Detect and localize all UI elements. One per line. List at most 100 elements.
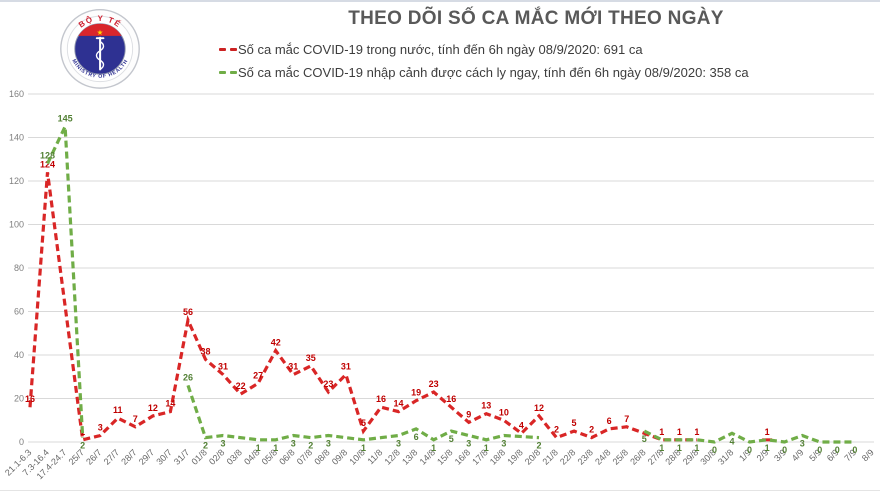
data-label: 6 [607,416,612,426]
data-label: 2 [536,441,541,451]
y-tick-label: 80 [14,263,24,273]
data-label: 2 [203,441,208,451]
y-tick-label: 100 [9,220,24,230]
x-tick-label: 19/8 [505,447,524,466]
data-label: 7 [624,414,629,424]
x-tick-label: 31/8 [716,447,735,466]
data-label: 3 [221,438,226,448]
x-tick-label: 09/8 [330,447,349,466]
y-tick-label: 40 [14,350,24,360]
y-tick-label: 0 [19,437,24,447]
x-tick-label: 12/8 [382,447,401,466]
data-label: 7 [133,414,138,424]
data-label: 1 [765,427,770,437]
x-tick-label: 15/8 [435,447,454,466]
data-label: 4 [519,420,524,430]
x-tick-label: 4/9 [790,447,806,463]
x-tick-label: 18/8 [488,447,507,466]
data-label: 56 [183,307,193,317]
data-label: 1 [677,427,682,437]
legend-label-imported: Số ca mắc COVID-19 nhập cảnh được cách l… [238,65,749,80]
data-label: 1 [694,443,699,453]
imported-cases-line [46,125,855,444]
data-label: 9 [466,409,471,419]
data-label: 0 [747,445,752,455]
legend-item-imported-cases: Số ca mắc COVID-19 nhập cảnh được cách l… [219,61,749,84]
chart-title: THEO DÕI SỐ CA MẮC MỚI THEO NGÀY [348,8,724,29]
data-label: 1 [659,427,664,437]
data-label: 16 [25,394,35,404]
data-label: 5 [642,434,647,444]
data-label: 16 [376,394,386,404]
y-tick-label: 120 [9,176,24,186]
data-label: 5 [361,418,366,428]
x-tick-label: 30/7 [154,447,173,466]
legend-dash-icon [230,48,237,51]
data-label: 3 [466,438,471,448]
data-label: 5 [572,418,577,428]
legend-dash-icon [230,71,237,74]
data-label: 5 [449,434,454,444]
data-label: 3 [396,438,401,448]
data-label: 1 [273,443,278,453]
gridlines [28,93,874,443]
caduceus-icon [95,36,105,71]
data-label: 0 [852,445,857,455]
data-label: 12 [148,403,158,413]
data-label: 31 [218,362,228,372]
data-label: 6 [414,432,419,442]
data-label: 3 [291,438,296,448]
data-label: 1 [659,443,664,453]
data-label: 16 [446,394,456,404]
x-tick-label: 16/8 [453,447,472,466]
x-tick-label: 24/8 [593,447,612,466]
x-tick-label: 22/8 [558,447,577,466]
x-tick-label: 28/7 [119,447,138,466]
x-tick-label: 06/8 [277,447,296,466]
y-tick-label: 60 [14,307,24,317]
data-label: 14 [394,399,404,409]
data-label: 1 [431,443,436,453]
legend-dash-icon [219,71,226,74]
legend-label-domestic: Số ca mắc COVID-19 trong nước, tính đến … [238,42,643,57]
data-label: 3 [800,438,805,448]
data-label: 23 [323,379,333,389]
data-label: 0 [782,445,787,455]
data-label: 0 [712,445,717,455]
data-label: 1 [694,427,699,437]
data-label: 23 [429,379,439,389]
data-label: 1 [361,443,366,453]
data-label: 145 [58,114,73,124]
x-tick-label: 25/8 [611,447,630,466]
data-label: 1 [765,443,770,453]
x-tick-label: 29/7 [137,447,156,466]
data-label: 0 [835,445,840,455]
logo-star-icon: ★ [97,28,104,37]
data-label: 42 [271,338,281,348]
data-label: 2 [80,441,85,451]
data-label: 31 [341,362,351,372]
y-tick-label: 160 [9,89,24,99]
data-label: 26 [183,372,193,382]
data-label: 1 [256,443,261,453]
x-tick-label: 8/9 [860,447,876,463]
data-label: 35 [306,353,316,363]
x-tick-label: 27/7 [102,447,121,466]
data-label: 124 [40,159,55,169]
data-label: 1 [484,443,489,453]
data-label: 2 [554,425,559,435]
data-label: 2 [308,441,313,451]
data-label: 0 [817,445,822,455]
y-tick-label: 20 [14,394,24,404]
x-axis-labels: 21.1-6.37.3-16.417.4-24.725/726/727/728/… [3,447,876,481]
data-label: 14 [165,399,175,409]
x-tick-label: 23/8 [576,447,595,466]
chart-legend: Số ca mắc COVID-19 trong nước, tính đến … [219,38,749,84]
y-tick-label: 140 [9,133,24,143]
data-label: 128 [40,151,55,161]
x-tick-label: 08/8 [312,447,331,466]
